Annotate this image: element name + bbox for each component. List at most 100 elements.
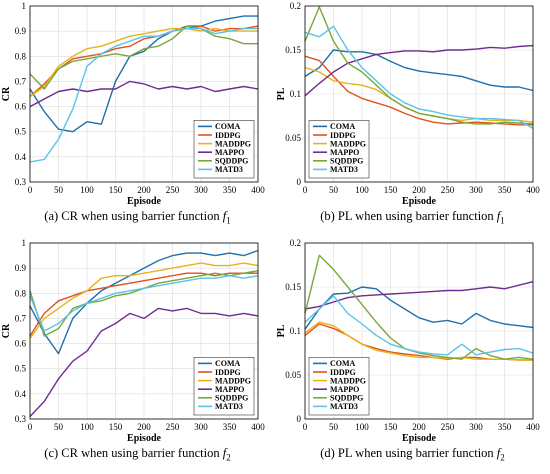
legend-label-sqddpg: SQDDPG bbox=[330, 157, 363, 166]
chart-panel-d: 0 50 100 150 200 250 300 350 400 0 0.05 0.1 0.15 0.2 E… bbox=[275, 237, 550, 474]
x-tick-label: 300 bbox=[194, 422, 208, 432]
caption-c-sub: 2 bbox=[226, 452, 231, 463]
y-tick-label: 0.15 bbox=[285, 45, 301, 55]
y-tick-label: 0.8 bbox=[15, 51, 27, 61]
y-tick-label: 0.05 bbox=[285, 133, 301, 143]
legend-label-sqddpg: SQDDPG bbox=[215, 157, 248, 166]
legend-label-maddpg: MADDPG bbox=[215, 139, 251, 148]
y-tick-label: 0 bbox=[297, 177, 302, 187]
x-tick-label: 200 bbox=[137, 185, 151, 195]
chart-d-svg: 0 50 100 150 200 250 300 350 400 0 0.05 0.1 0.15 0.2 E… bbox=[276, 238, 540, 444]
y-tick-label: 0.2 bbox=[290, 238, 301, 248]
x-tick-label: 200 bbox=[412, 185, 426, 195]
caption-b: (b) PL when using barrier function f1 bbox=[275, 209, 550, 226]
x-tick-label: 0 bbox=[28, 422, 33, 432]
legend-label-maddpg: MADDPG bbox=[330, 139, 366, 148]
legend-label-maddpg: MADDPG bbox=[215, 376, 251, 385]
x-tick-label: 300 bbox=[469, 185, 483, 195]
series-line-coma bbox=[29, 15, 258, 133]
series-line-coma bbox=[304, 286, 534, 330]
y-tick-label: 0.2 bbox=[290, 1, 301, 11]
chart-panel-b: 0 50 100 150 200 250 300 350 400 0 0.05 0.1 0.15 0.2 E… bbox=[275, 0, 550, 237]
x-tick-label: 150 bbox=[109, 422, 123, 432]
x-tick-label: 100 bbox=[80, 422, 94, 432]
y-tick-label: 0.7 bbox=[15, 313, 27, 323]
caption-c-func: f bbox=[222, 446, 227, 460]
y-tick-label: 0.9 bbox=[15, 26, 27, 36]
caption-d-sub: 2 bbox=[500, 452, 505, 463]
y-tick-label: 0.3 bbox=[15, 414, 27, 424]
series-line-sqddpg bbox=[304, 254, 534, 360]
x-tick-label: 400 bbox=[251, 185, 265, 195]
x-tick-label: 250 bbox=[166, 185, 180, 195]
x-tick-label: 350 bbox=[223, 422, 237, 432]
caption-d-func: f bbox=[496, 446, 501, 460]
y-tick-label: 0.6 bbox=[15, 339, 27, 349]
caption-a-func: f bbox=[222, 209, 227, 223]
x-tick-label: 350 bbox=[498, 422, 512, 432]
legend-label-matd3: MATD3 bbox=[330, 165, 358, 174]
caption-c: (c) CR when using barrier function f2 bbox=[0, 446, 275, 463]
caption-b-text: (b) PL when using barrier function bbox=[320, 209, 497, 223]
caption-a: (a) CR when using barrier function f1 bbox=[0, 209, 275, 226]
legend-label-coma: COMA bbox=[215, 359, 241, 368]
legend-box bbox=[308, 120, 370, 179]
caption-d-text: (d) PL when using barrier function bbox=[320, 446, 497, 460]
x-tick-label: 200 bbox=[137, 422, 151, 432]
series-line-matd3 bbox=[29, 27, 258, 163]
plot-frame-d bbox=[304, 242, 534, 420]
x-tick-label: 300 bbox=[469, 422, 483, 432]
legend-label-coma: COMA bbox=[215, 122, 241, 131]
series-line-maddpg bbox=[304, 321, 533, 361]
x-tick-label: 400 bbox=[251, 422, 265, 432]
x-tick-label: 0 bbox=[303, 422, 308, 432]
y-tick-label: 0.5 bbox=[15, 364, 27, 374]
y-tick-label: 0.9 bbox=[15, 263, 27, 273]
legend-label-matd3: MATD3 bbox=[215, 165, 243, 174]
legend-label-iddpg: IDDPG bbox=[330, 131, 356, 140]
series-line-coma bbox=[29, 249, 259, 355]
legend-label-matd3: MATD3 bbox=[215, 402, 243, 411]
x-axis-label: Episode bbox=[127, 433, 161, 444]
chart-c-svg: 0 50 100 150 200 250 300 350 400 0.3 0.4 0.5 0.6 0.7 0… bbox=[1, 238, 265, 444]
caption-d: (d) PL when using barrier function f2 bbox=[275, 446, 550, 463]
series-line-sqddpg bbox=[304, 6, 534, 125]
legend-label-iddpg: IDDPG bbox=[330, 368, 356, 377]
legend-label-coma: COMA bbox=[330, 359, 356, 368]
y-tick-label: 0 bbox=[297, 414, 302, 424]
legend-label-maddpg: MADDPG bbox=[330, 376, 366, 385]
legend-label-sqddpg: SQDDPG bbox=[330, 394, 363, 403]
y-tick-label: 0.1 bbox=[290, 326, 301, 336]
series-line-sqddpg bbox=[29, 25, 258, 90]
x-tick-label: 50 bbox=[54, 185, 64, 195]
legend-label-matd3: MATD3 bbox=[330, 402, 358, 411]
legend-label-mappo: MAPPO bbox=[330, 148, 359, 157]
x-tick-label: 150 bbox=[109, 185, 123, 195]
legend-label-coma: COMA bbox=[330, 122, 356, 131]
x-tick-label: 200 bbox=[412, 422, 426, 432]
legend-label-mappo: MAPPO bbox=[215, 148, 244, 157]
series-line-matd3 bbox=[304, 25, 534, 129]
x-tick-label: 50 bbox=[54, 422, 64, 432]
x-axis-label: Episode bbox=[402, 196, 436, 207]
legend-box bbox=[193, 120, 255, 179]
chart-panel-c: 0 50 100 150 200 250 300 350 400 0.3 0.4 0.5 0.6 0.7 0… bbox=[0, 237, 275, 474]
x-tick-label: 250 bbox=[441, 185, 455, 195]
y-tick-label: 1 bbox=[22, 238, 27, 248]
legend-label-mappo: MAPPO bbox=[330, 385, 359, 394]
y-tick-label: 0.7 bbox=[15, 76, 27, 86]
chart-a-svg: 0 50 100 150 200 250 300 350 400 0.3 0.4 0.5 0.6 0.7 0… bbox=[1, 1, 265, 207]
series-line-iddpg bbox=[29, 25, 259, 98]
x-axis-label: Episode bbox=[402, 433, 436, 444]
y-tick-label: 0.4 bbox=[15, 152, 27, 162]
x-axis-label: Episode bbox=[127, 196, 161, 207]
y-axis-label: CR bbox=[1, 323, 12, 338]
y-tick-label: 0.4 bbox=[15, 389, 27, 399]
x-tick-label: 150 bbox=[384, 422, 398, 432]
chart-b-svg: 0 50 100 150 200 250 300 350 400 0 0.05 0.1 0.15 0.2 E… bbox=[276, 1, 540, 207]
legend-label-iddpg: IDDPG bbox=[215, 368, 241, 377]
x-tick-label: 50 bbox=[329, 422, 339, 432]
